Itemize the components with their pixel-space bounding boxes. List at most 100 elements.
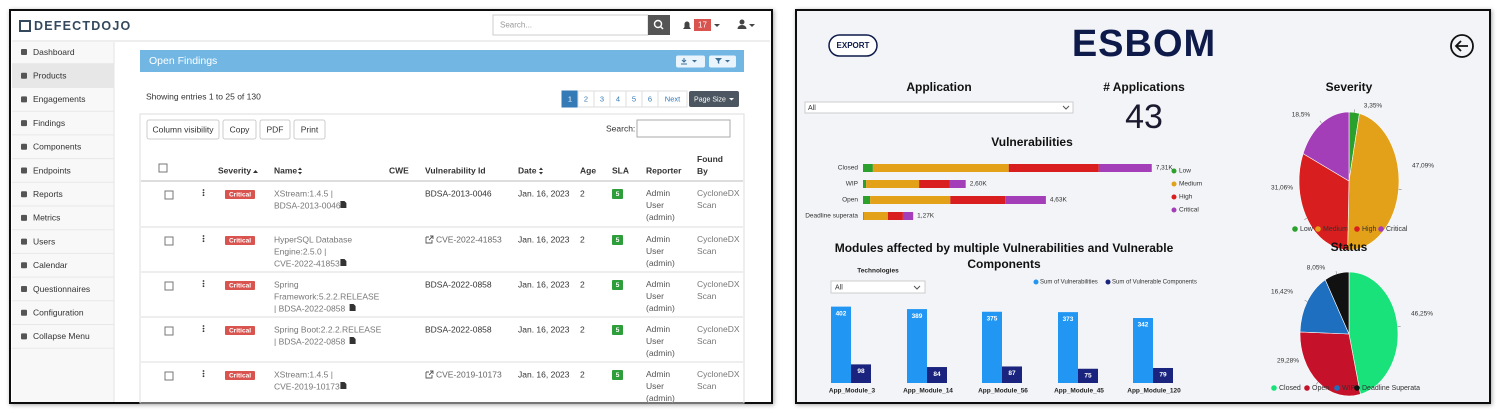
finding-name[interactable]: BDSA-2013-0046 (274, 200, 341, 210)
row-menu-dot (202, 330, 205, 333)
menu-item[interactable]: Users (33, 236, 55, 246)
sla-label: 5 (616, 327, 620, 334)
row-checkbox[interactable] (164, 326, 174, 336)
finding-name[interactable]: Spring (274, 279, 299, 289)
bar-segment (863, 196, 871, 204)
pie-slice (1299, 331, 1361, 397)
toolbar-button[interactable] (293, 119, 326, 140)
file-icon (349, 337, 356, 344)
category-label: App_Module_45 (1054, 388, 1104, 395)
finding-name[interactable]: XStream:1.4.5 | (274, 188, 333, 198)
left-panel (9, 9, 773, 404)
sla-label: 5 (616, 372, 620, 379)
finding-age: 2 (580, 324, 585, 334)
caret (725, 60, 730, 63)
legend-dot (1315, 226, 1321, 232)
menu-item[interactable]: Metrics (33, 213, 60, 223)
toolbar-button[interactable] (259, 119, 291, 140)
row-menu-dot (202, 237, 205, 240)
total-label: 2,60K (970, 181, 988, 188)
finding-name[interactable]: CVE-2022-41853 (274, 258, 340, 268)
row-checkbox[interactable] (164, 190, 174, 200)
row-checkbox[interactable] (164, 236, 174, 246)
finding-name[interactable]: Framework:5.2.2.RELEASE (274, 291, 380, 301)
page-size-button[interactable] (689, 91, 739, 107)
finding-name[interactable]: Spring Boot:2.2.2.RELEASE (274, 324, 382, 334)
filter-dropdown[interactable] (830, 280, 926, 294)
slice-label: 3,35% (1364, 103, 1383, 110)
leader-line (1335, 270, 1338, 275)
back-arrow (1454, 40, 1468, 52)
column-header: Name (274, 165, 297, 175)
export-button[interactable] (828, 34, 878, 57)
toolbar-button[interactable] (146, 119, 220, 140)
row-menu-dot (202, 194, 205, 197)
bar-segment (887, 212, 903, 220)
panel-header (140, 50, 744, 72)
bar-segment (1098, 164, 1152, 172)
external-link-icon (425, 235, 434, 244)
bar (851, 364, 871, 383)
menu-item[interactable]: Components (33, 142, 81, 152)
finding-name[interactable]: | BDSA-2022-0858 (274, 336, 345, 346)
sla-label: 5 (616, 237, 620, 244)
user-head[interactable] (739, 19, 745, 25)
bell-icon[interactable] (683, 21, 691, 30)
severity-badge (225, 326, 255, 335)
row-menu-dot (202, 189, 205, 191)
finding-name[interactable]: Engine:2.5.0 | (274, 246, 326, 256)
legend-label: Sum of Vulnerable Components (1112, 280, 1197, 286)
toolbar-button-label: Print (301, 124, 319, 134)
page-label: 1 (568, 94, 572, 103)
page-button[interactable] (657, 90, 688, 108)
finding-name[interactable]: HyperSQL Database (274, 234, 352, 244)
application-dropdown[interactable] (804, 101, 1074, 114)
finding-name[interactable]: CVE-2019-10173 (274, 381, 340, 391)
legend-dot (1354, 226, 1360, 232)
table-search-input[interactable] (636, 119, 731, 138)
slice-label: 16,42% (1271, 289, 1293, 296)
row-menu-dot (202, 191, 205, 194)
bar-value-label: 75 (1084, 372, 1092, 379)
back-button[interactable] (1450, 34, 1474, 58)
search-button[interactable] (648, 15, 670, 35)
menu-icon (21, 96, 27, 103)
menu-item[interactable]: Configuration (33, 307, 84, 317)
row-checkbox[interactable] (164, 281, 174, 291)
menu-item[interactable]: Reports (33, 189, 63, 199)
menu-item[interactable]: Findings (33, 118, 65, 128)
menu-item[interactable]: Dashboard (33, 47, 75, 57)
menu-item[interactable]: Questionnaires (33, 284, 90, 294)
search-icon-handle (659, 25, 664, 30)
finding-name[interactable]: XStream:1.4.5 | (274, 369, 333, 379)
menu-item[interactable]: Engagements (33, 94, 85, 104)
bar-value-label: 373 (1063, 316, 1074, 323)
finding-date: Jan. 16, 2023 (518, 234, 570, 244)
caret (749, 24, 755, 27)
header-checkbox[interactable] (158, 163, 168, 173)
toolbar-button[interactable] (222, 119, 257, 140)
row-checkbox[interactable] (164, 371, 174, 381)
sla-label: 5 (616, 191, 620, 198)
row-menu-dot (202, 282, 205, 285)
finding-age: 2 (580, 369, 585, 379)
sort-asc (253, 170, 258, 173)
finding-name[interactable]: | BDSA-2022-0858 (274, 303, 345, 313)
toolbar-button-label: Column visibility (153, 124, 215, 134)
finding-age: 2 (580, 234, 585, 244)
legend-label: WIP (1342, 385, 1356, 392)
menu-item[interactable]: Products (33, 70, 67, 80)
menu-icon (21, 49, 27, 55)
column-header: Severity (218, 165, 251, 175)
filter-menu[interactable] (709, 55, 736, 68)
found-by: CycloneDX Scan (697, 188, 740, 210)
menu-item[interactable]: Endpoints (33, 165, 71, 175)
notification-badge (694, 19, 711, 31)
menu-item[interactable]: Collapse Menu (33, 331, 90, 341)
found-by: CycloneDX Scan (697, 324, 740, 346)
export-menu[interactable] (676, 55, 705, 68)
category-label: Deadline superata (805, 213, 858, 220)
row-menu-dot (202, 240, 205, 243)
menu-item[interactable]: Calendar (33, 260, 68, 270)
